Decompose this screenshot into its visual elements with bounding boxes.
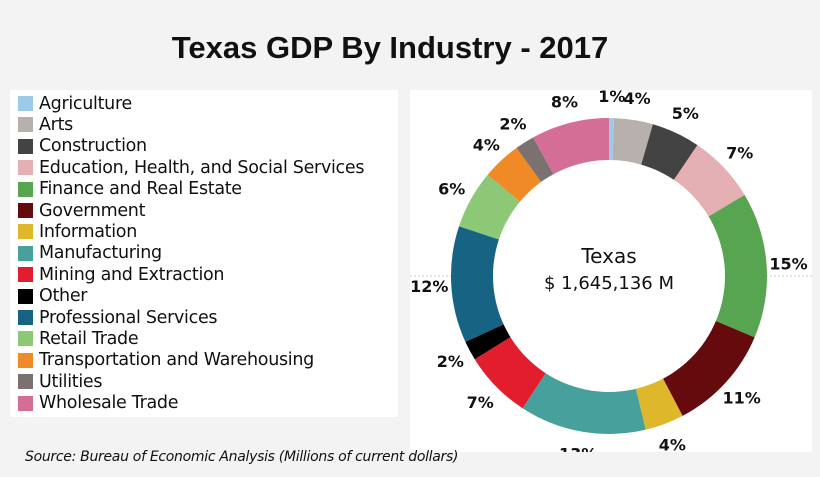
legend-swatch: [18, 203, 33, 218]
legend-item: Retail Trade: [18, 328, 139, 349]
legend-swatch: [18, 395, 33, 411]
legend-item: Transportation and Warehousing: [18, 350, 314, 371]
chart-panel: 1%4%5%7%15%11%4%13%7%2%12%6%4%2%8% Texas…: [410, 87, 812, 463]
slice-wholesale-trade: [533, 118, 609, 176]
legend-label: Information: [39, 221, 138, 242]
center-label: Texas: [580, 244, 636, 268]
legend-label: Mining and Extraction: [39, 264, 225, 285]
donut-chart: 1%4%5%7%15%11%4%13%7%2%12%6%4%2%8% Texas…: [410, 87, 812, 463]
legend-swatch: [18, 331, 33, 347]
legend-swatch: [18, 224, 33, 240]
legend-item: Agriculture: [18, 93, 132, 114]
slice-arts: [612, 118, 653, 167]
chart-title: Texas GDP By Industry - 2017: [171, 30, 609, 65]
legend-swatch: [18, 138, 33, 154]
legend-label: Manufacturing: [39, 243, 162, 264]
legend-swatch: [18, 374, 33, 390]
legend-label: Professional Services: [39, 307, 218, 328]
data-label: 2%: [499, 115, 526, 134]
slice-information: [635, 376, 683, 430]
legend-item: Wholesale Trade: [18, 393, 178, 414]
slice-professional-services: [451, 226, 506, 342]
data-label: 7%: [467, 393, 494, 412]
data-label: 1%: [598, 90, 625, 106]
data-label: 5%: [672, 104, 699, 123]
legend-item: Government: [18, 200, 145, 221]
data-label: 11%: [722, 389, 760, 408]
legend-swatch: [18, 267, 33, 283]
legend-swatch: [18, 352, 33, 368]
data-label: 15%: [769, 254, 807, 273]
legend-swatch: [18, 96, 33, 111]
data-label: 6%: [438, 179, 465, 198]
legend-item: Construction: [18, 136, 147, 157]
legend-label: Arts: [39, 114, 73, 135]
data-label: 13%: [559, 444, 597, 452]
legend-swatch: [18, 310, 33, 325]
legend-item: Finance and Real Estate: [18, 179, 242, 200]
legend-label: Construction: [39, 136, 147, 157]
slice-government: [662, 320, 755, 416]
data-label: 12%: [410, 277, 448, 296]
legend-label: Transportation and Warehousing: [39, 350, 314, 371]
legend-label: Retail Trade: [39, 328, 139, 349]
data-label: 4%: [473, 135, 500, 154]
legend-label: Government: [39, 200, 146, 221]
data-label: 7%: [726, 143, 753, 162]
slice-mining-and-extraction: [474, 336, 547, 409]
data-label: 4%: [659, 435, 686, 452]
center-value: $ 1,645,136 M: [544, 273, 674, 294]
slice-utilities: [516, 137, 555, 184]
legend-item: Information: [18, 221, 137, 242]
legend-item: Arts: [18, 114, 73, 135]
legend-label: Education, Health, and Social Services: [39, 157, 365, 178]
legend-item: Professional Services: [18, 307, 218, 328]
slice-construction: [640, 124, 698, 182]
legend-swatch: [18, 181, 33, 197]
legend-swatch: [18, 160, 33, 176]
slice-manufacturing: [522, 371, 646, 435]
legend-swatch: [18, 288, 33, 304]
source-note: Source: Bureau of Economic Analysis (Mil…: [25, 449, 459, 465]
legend-item: Education, Health, and Social Services: [18, 157, 364, 178]
legend-item: Mining and Extraction: [18, 264, 225, 285]
data-label: 8%: [551, 93, 578, 112]
legend-swatch: [18, 245, 33, 261]
legend-label: Other: [39, 286, 88, 307]
donut-hole: [493, 160, 725, 392]
legend-label: Utilities: [39, 371, 103, 392]
slice-other: [465, 323, 513, 360]
data-label: 4%: [623, 90, 650, 108]
legend-label: Finance and Real Estate: [39, 179, 242, 200]
legend-swatch: [18, 117, 33, 133]
slice-agriculture: [609, 118, 614, 163]
legend: Agriculture Arts Construction Education, He…: [10, 90, 398, 417]
legend-label: Agriculture: [39, 93, 132, 114]
legend-item: Other: [18, 286, 88, 307]
legend-label: Wholesale Trade: [39, 393, 179, 414]
data-label: 2%: [437, 352, 464, 371]
legend-item: Manufacturing: [18, 243, 162, 264]
legend-item: Utilities: [18, 371, 102, 392]
slice-transportation-and-warehousing: [487, 147, 543, 203]
slice-education-health-and-social-services: [672, 145, 745, 218]
